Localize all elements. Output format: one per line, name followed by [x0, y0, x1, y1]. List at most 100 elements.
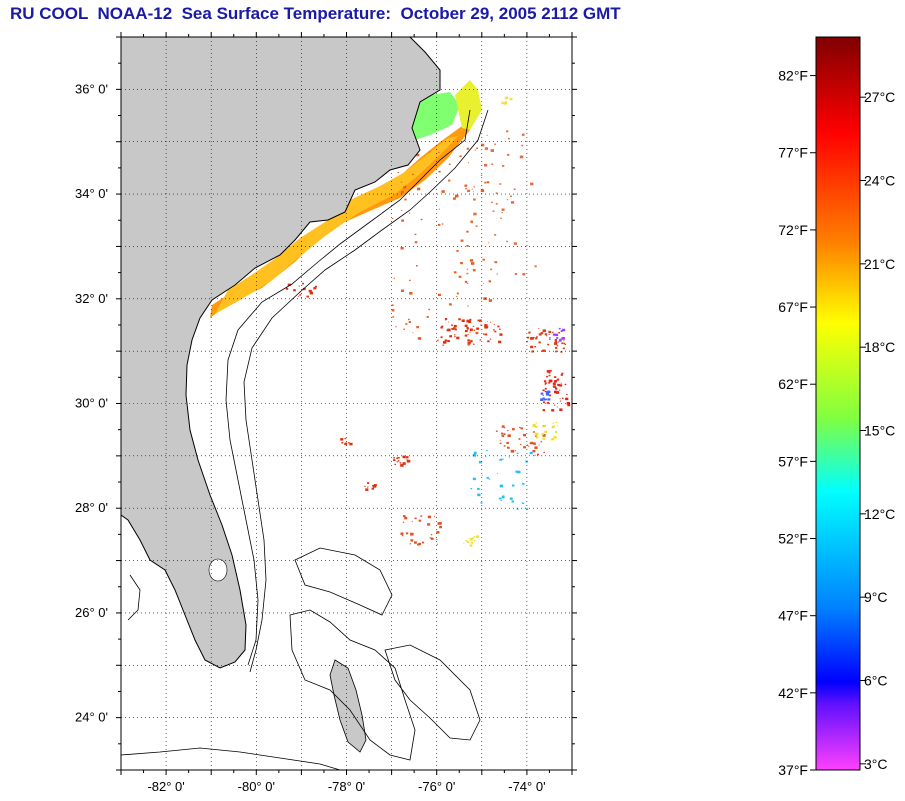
sst-patch	[497, 473, 499, 475]
sst-patch	[486, 476, 489, 479]
sst-patch	[411, 521, 413, 522]
longitude-label: -74° 0'	[508, 779, 545, 794]
sst-patch	[438, 151, 440, 154]
colorbar-c-label: 6°C	[864, 672, 888, 688]
sst-patch	[440, 336, 443, 339]
sst-patch	[529, 451, 533, 455]
colorbar-c-label: 21°C	[864, 256, 895, 272]
sst-patch	[427, 523, 431, 526]
sst-patch	[412, 173, 414, 176]
sst-patch	[542, 394, 544, 396]
sst-patch	[466, 326, 469, 329]
sst-patch	[345, 443, 347, 445]
sst-patch	[466, 282, 469, 284]
sst-patch	[488, 299, 493, 302]
sst-patch	[408, 318, 410, 321]
sst-patch	[526, 508, 529, 510]
latitude-label: 34° 0'	[75, 186, 108, 201]
sst-patch	[540, 398, 544, 401]
sst-patch	[444, 339, 448, 342]
sst-patch	[510, 195, 512, 198]
land-mainland	[121, 37, 441, 669]
sst-patch	[396, 457, 399, 460]
sst-patch	[441, 325, 444, 328]
sst-patch	[541, 349, 545, 352]
sst-patch	[314, 285, 317, 288]
sst-patch	[371, 487, 375, 490]
sst-patch	[348, 442, 350, 444]
sst-patch	[468, 320, 472, 324]
sst-patch	[508, 456, 510, 458]
sst-patch	[403, 328, 405, 330]
sst-patch	[428, 308, 431, 311]
sst-patch	[560, 330, 562, 332]
sst-patch	[408, 321, 411, 324]
sst-patch	[552, 382, 556, 385]
sst-patch	[535, 337, 538, 340]
sst-patch	[405, 323, 408, 325]
sst-patch	[464, 329, 468, 333]
sst-patch	[453, 271, 457, 274]
sst-patch	[414, 233, 417, 236]
sst-patch	[481, 188, 484, 191]
sst-patch	[559, 398, 561, 400]
sst-patch	[513, 188, 516, 190]
sst-patch	[469, 328, 473, 331]
sst-patch	[501, 434, 504, 437]
sst-patch	[488, 280, 492, 283]
sst-patch	[416, 187, 421, 191]
sst-patch	[489, 321, 491, 323]
sst-patch	[409, 292, 413, 295]
sst-patch	[469, 537, 473, 541]
sst-patch	[467, 339, 470, 342]
sst-patch	[464, 280, 468, 283]
sst-patch	[544, 390, 547, 393]
sst-patch	[401, 535, 404, 537]
sst-patch	[522, 482, 525, 485]
longitude-labels: -82° 0' -80° 0' -78° 0' -76° 0' -74° 0'	[147, 779, 545, 794]
sst-patch	[554, 390, 558, 394]
sst-patch	[415, 265, 418, 267]
sst-patch	[421, 541, 425, 544]
sst-patch	[397, 456, 400, 459]
sst-patch	[466, 272, 469, 275]
colorbar-c-label: 24°C	[864, 173, 895, 189]
sst-patch	[523, 446, 526, 449]
sst-patch	[548, 333, 550, 335]
sst-patch	[436, 339, 439, 342]
sst-patch	[535, 426, 538, 428]
sst-patch	[556, 337, 559, 339]
sst-patch	[499, 439, 501, 441]
sst-patch	[496, 273, 498, 275]
sst-patch	[546, 401, 550, 404]
colorbar-f-label: 72°F	[778, 222, 808, 238]
sst-patch	[464, 324, 468, 327]
sst-patch	[563, 340, 565, 342]
latitude-label: 36° 0'	[75, 81, 108, 96]
sst-patch	[477, 487, 480, 490]
sst-patch	[528, 332, 530, 334]
sst-patch	[499, 484, 504, 488]
sst-patch	[344, 437, 347, 440]
sst-patch	[501, 100, 503, 102]
sst-patch	[414, 517, 417, 520]
sst-patch	[507, 429, 509, 432]
sst-patch	[406, 459, 411, 463]
sst-patch	[536, 336, 538, 338]
sst-outer-banks	[455, 80, 482, 130]
sst-patch	[399, 462, 402, 464]
colorbar-f-label: 62°F	[778, 376, 808, 392]
sst-patch	[473, 451, 477, 455]
sst-patch	[567, 403, 571, 407]
sst-patch	[470, 487, 473, 490]
sst-patch	[469, 331, 471, 333]
sst-patch	[437, 522, 441, 525]
sst-patch	[464, 334, 468, 337]
sst-patch	[542, 434, 546, 437]
sst-patch	[538, 333, 542, 336]
sst-patch	[460, 261, 463, 265]
sst-patch	[542, 409, 546, 412]
sst-patch	[408, 212, 411, 214]
sst-patch	[511, 428, 515, 431]
sst-patch	[542, 397, 545, 400]
